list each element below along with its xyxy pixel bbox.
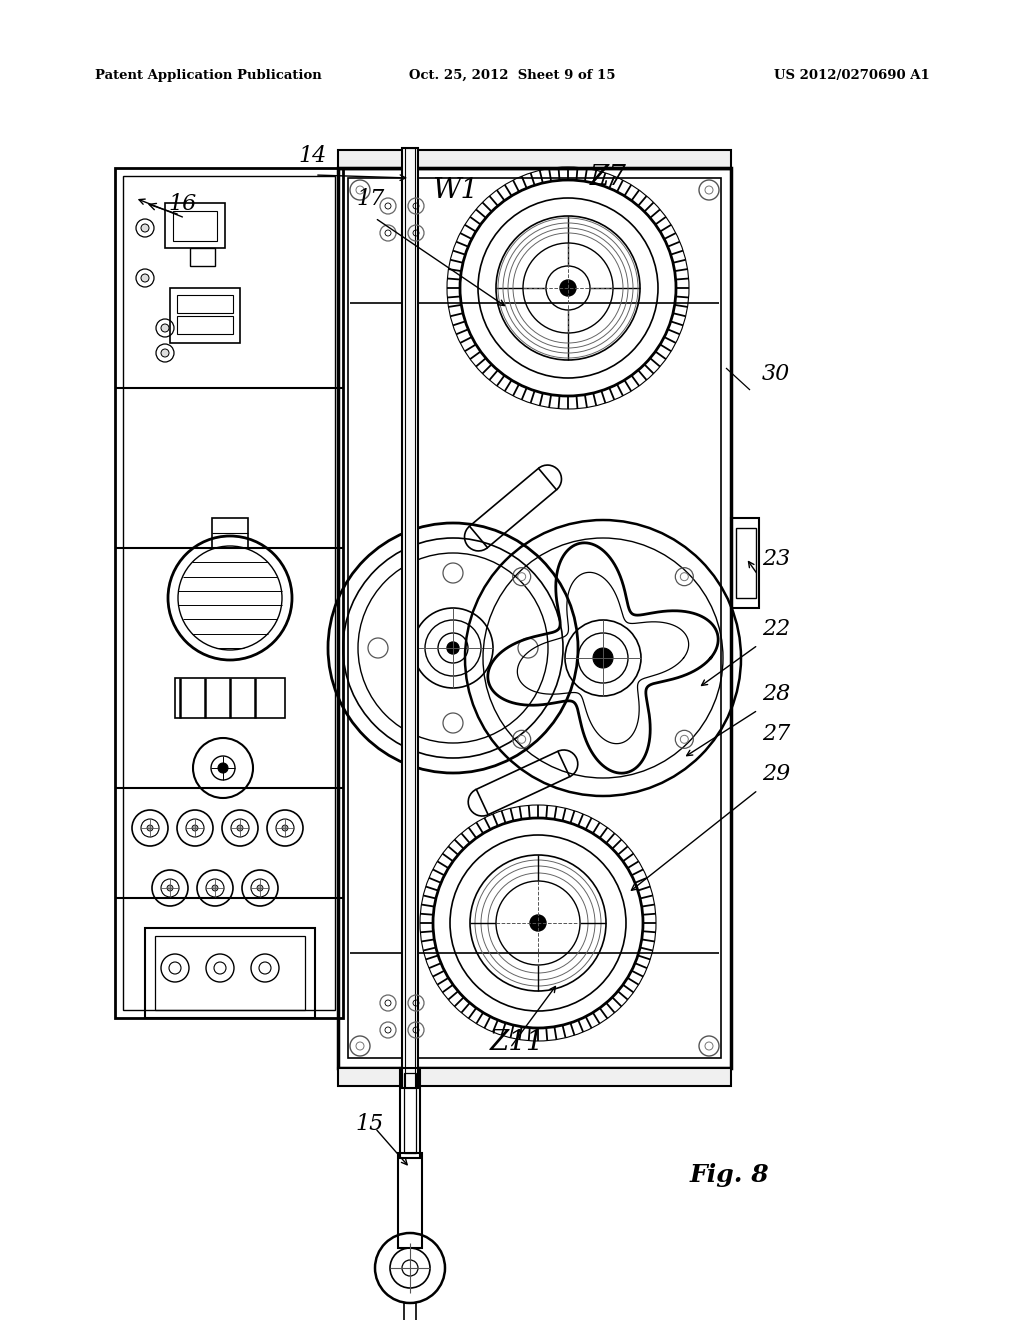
Bar xyxy=(400,1068,420,1158)
Text: W1: W1 xyxy=(432,177,478,205)
Text: Fig. 8: Fig. 8 xyxy=(690,1163,770,1187)
Circle shape xyxy=(147,825,153,832)
Text: 28: 28 xyxy=(762,682,791,705)
Text: Z7: Z7 xyxy=(590,164,627,191)
Bar xyxy=(173,211,217,242)
Circle shape xyxy=(218,763,228,774)
Bar xyxy=(338,150,731,168)
Text: US 2012/0270690 A1: US 2012/0270690 A1 xyxy=(774,69,930,82)
Bar xyxy=(190,248,215,267)
Text: Oct. 25, 2012  Sheet 9 of 15: Oct. 25, 2012 Sheet 9 of 15 xyxy=(409,69,615,82)
Bar xyxy=(398,1152,422,1247)
Circle shape xyxy=(161,323,169,333)
Circle shape xyxy=(447,642,459,653)
Bar xyxy=(338,1068,731,1086)
Bar xyxy=(115,168,343,1018)
Circle shape xyxy=(257,884,263,891)
Bar xyxy=(145,928,315,1018)
Bar xyxy=(123,176,335,1010)
Circle shape xyxy=(212,884,218,891)
Bar xyxy=(406,148,415,1088)
Bar xyxy=(736,528,756,598)
Bar xyxy=(348,178,721,1059)
Bar xyxy=(731,517,759,609)
Circle shape xyxy=(593,648,613,668)
Circle shape xyxy=(193,825,198,832)
Circle shape xyxy=(141,224,150,232)
Circle shape xyxy=(237,825,243,832)
Text: Z11: Z11 xyxy=(490,1030,545,1056)
Text: 29: 29 xyxy=(762,763,791,785)
Text: 16: 16 xyxy=(168,193,197,215)
Text: 30: 30 xyxy=(762,363,791,385)
Circle shape xyxy=(560,280,575,296)
Bar xyxy=(165,203,225,248)
Circle shape xyxy=(530,915,546,931)
Bar xyxy=(404,1073,416,1152)
Circle shape xyxy=(282,825,288,832)
Text: 22: 22 xyxy=(762,618,791,640)
Bar xyxy=(177,315,233,334)
Bar xyxy=(175,678,285,718)
Bar xyxy=(170,288,240,343)
Text: Patent Application Publication: Patent Application Publication xyxy=(95,69,322,82)
Bar xyxy=(338,168,731,1068)
Circle shape xyxy=(161,348,169,356)
Circle shape xyxy=(167,884,173,891)
Circle shape xyxy=(141,275,150,282)
Bar xyxy=(177,294,233,313)
Bar xyxy=(404,1303,416,1320)
Bar xyxy=(402,148,418,1088)
Bar xyxy=(155,936,305,1010)
Text: 27: 27 xyxy=(762,723,791,744)
Text: 17: 17 xyxy=(356,187,384,210)
Text: 23: 23 xyxy=(762,548,791,570)
Bar xyxy=(212,517,248,548)
Text: 14: 14 xyxy=(298,145,327,168)
Text: 15: 15 xyxy=(355,1113,383,1135)
